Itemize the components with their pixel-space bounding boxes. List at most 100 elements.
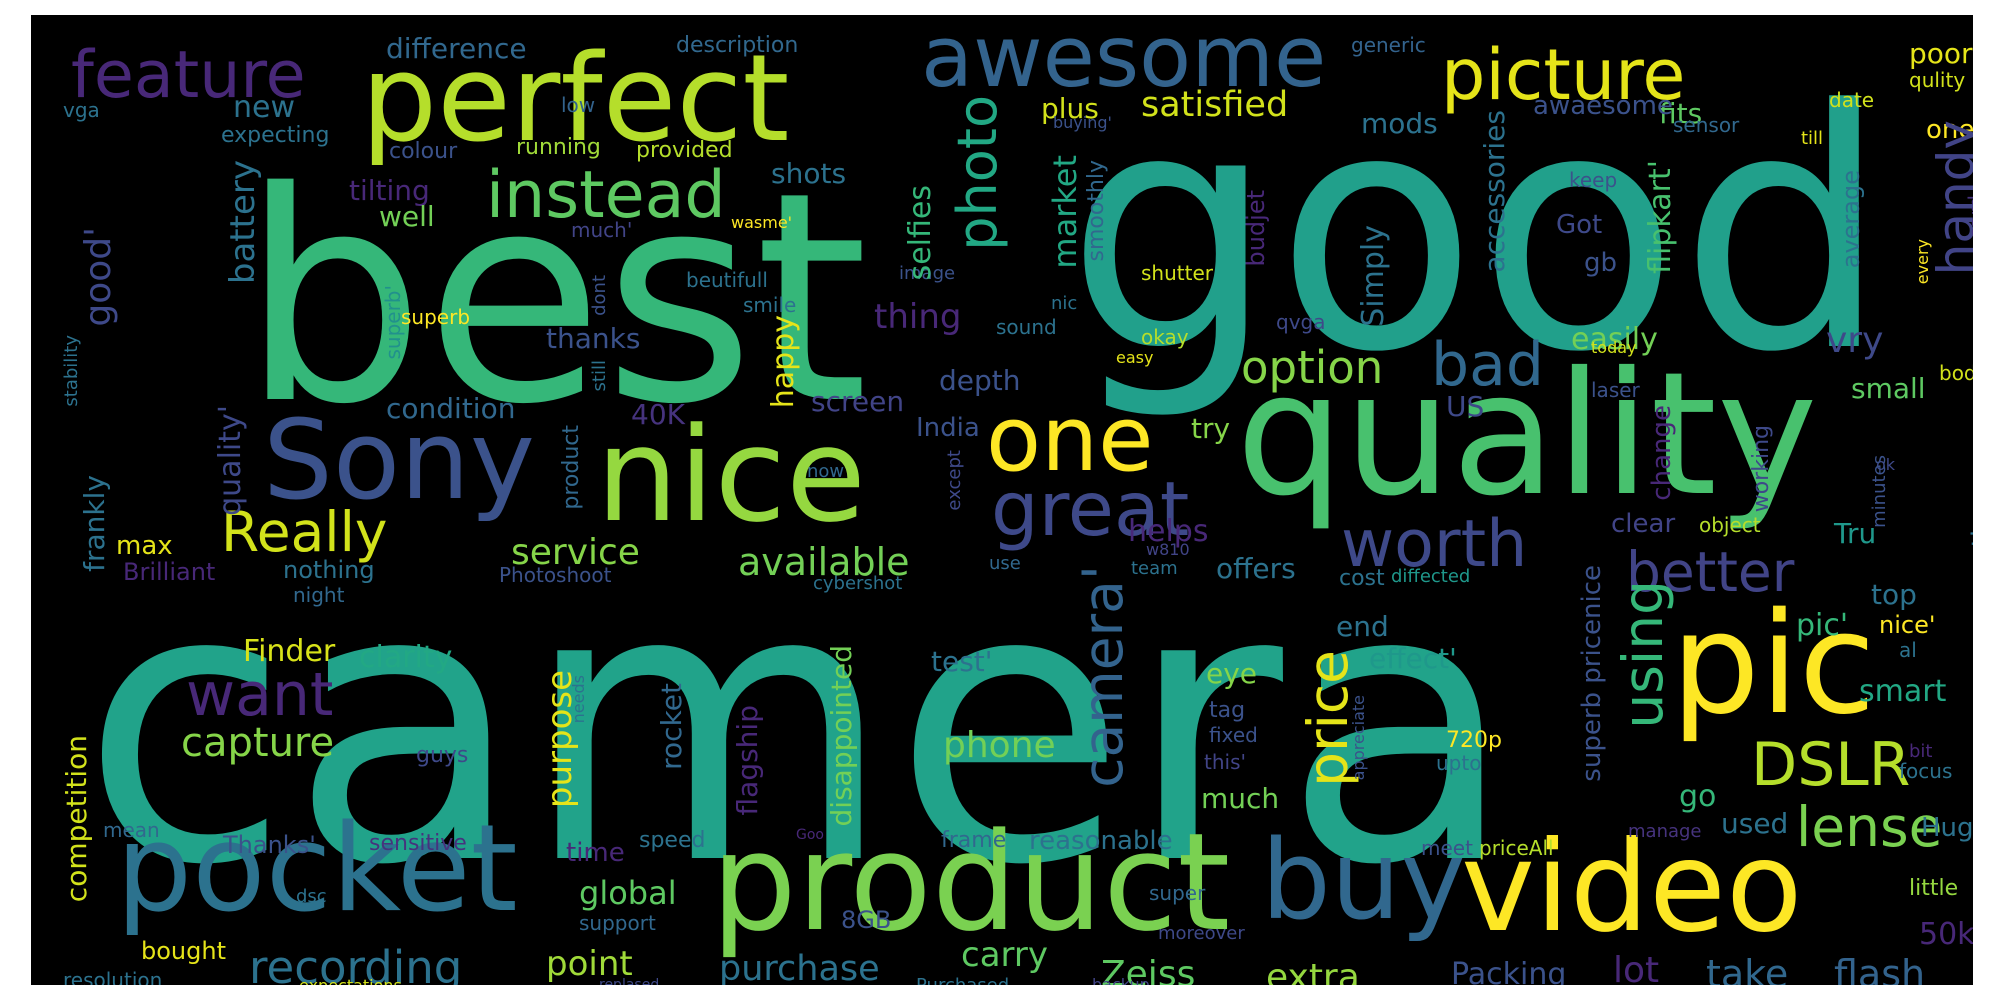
cloud-word: lot bbox=[1613, 950, 1660, 986]
cloud-word: card bbox=[1964, 195, 1973, 239]
cloud-word: generic bbox=[1351, 33, 1426, 57]
cloud-word: battery bbox=[223, 160, 263, 285]
cloud-word: Brilliant bbox=[123, 558, 216, 586]
cloud-word: extra bbox=[1266, 957, 1360, 986]
cloud-word: rocket bbox=[655, 683, 688, 770]
cloud-word: bad bbox=[1431, 330, 1544, 400]
cloud-word: poor bbox=[1909, 37, 1973, 70]
cloud-word: backup bbox=[1092, 975, 1150, 986]
cloud-word: try bbox=[1191, 412, 1231, 445]
cloud-word: well bbox=[379, 200, 435, 233]
cloud-word: sensitive bbox=[369, 831, 467, 856]
cloud-word: India bbox=[916, 413, 980, 443]
cloud-word: available bbox=[738, 540, 910, 584]
cloud-word: offers bbox=[1216, 552, 1296, 585]
cloud-word: average bbox=[1837, 170, 1865, 269]
cloud-word: Zeiss bbox=[1101, 954, 1196, 986]
cloud-word: best bbox=[241, 131, 869, 468]
cloud-word: Goo bbox=[796, 827, 824, 843]
cloud-word: phone bbox=[943, 725, 1056, 766]
cloud-word: new bbox=[233, 90, 296, 125]
cloud-word: budjet bbox=[1242, 190, 1270, 267]
cloud-word: take bbox=[1706, 952, 1789, 985]
cloud-word: qvga bbox=[1276, 310, 1326, 334]
cloud-word: shots bbox=[771, 157, 847, 190]
cloud-word: sound bbox=[996, 315, 1057, 339]
cloud-word: keep bbox=[1569, 168, 1618, 192]
cloud-word: using bbox=[1611, 580, 1675, 729]
cloud-word: needs bbox=[569, 675, 588, 724]
cloud-word: change bbox=[1647, 405, 1677, 501]
cloud-word: appreciate bbox=[1349, 695, 1368, 781]
cloud-word: body bbox=[1939, 361, 1973, 385]
cloud-word: pocket bbox=[116, 800, 518, 939]
cloud-word: superb pricenice bbox=[1577, 565, 1607, 782]
cloud-word: minutes bbox=[1869, 455, 1890, 528]
cloud-word: satisfied bbox=[1141, 85, 1289, 125]
cloud-word: object bbox=[1699, 513, 1761, 537]
cloud-word: now bbox=[807, 461, 845, 482]
cloud-word: screen bbox=[811, 385, 905, 418]
cloud-word: helps bbox=[1128, 514, 1209, 549]
cloud-word: expectations bbox=[299, 978, 402, 986]
cloud-word: capture bbox=[181, 720, 335, 766]
cloud-word: accessories bbox=[1478, 110, 1511, 273]
cloud-word: nic bbox=[1051, 293, 1078, 314]
cloud-word: 8GB bbox=[841, 906, 892, 934]
cloud-word: camera' bbox=[1071, 565, 1135, 788]
cloud-word: pic bbox=[1671, 583, 1876, 746]
cloud-word: one bbox=[986, 387, 1154, 492]
cloud-word: buy bbox=[1261, 816, 1466, 944]
cloud-word: bought bbox=[141, 937, 226, 965]
cloud-word: Thanks' bbox=[223, 831, 316, 859]
cloud-word: much' bbox=[571, 218, 633, 242]
cloud-word: focus bbox=[1899, 759, 1953, 783]
cloud-word: Photoshoot bbox=[499, 563, 612, 587]
cloud-word: super bbox=[1149, 881, 1206, 905]
cloud-word: pic' bbox=[1796, 608, 1849, 643]
cloud-word: support bbox=[579, 911, 656, 935]
cloud-word: ok bbox=[1876, 455, 1896, 474]
cloud-word: global bbox=[579, 874, 677, 912]
cloud-word: easily bbox=[1571, 322, 1658, 357]
cloud-word: 40K bbox=[631, 398, 685, 431]
cloud-word: photo bbox=[946, 95, 1009, 251]
cloud-word: effect' bbox=[1369, 642, 1457, 675]
cloud-word: recording bbox=[249, 941, 463, 985]
cloud-word: go bbox=[1679, 779, 1717, 814]
cloud-word: Huge bbox=[1921, 813, 1973, 843]
cloud-word: frame bbox=[941, 828, 1007, 853]
cloud-word: thanks bbox=[546, 322, 641, 355]
cloud-word: depth bbox=[939, 364, 1021, 397]
cloud-word: easy bbox=[1116, 348, 1154, 367]
cloud-word: good' bbox=[78, 227, 119, 327]
cloud-word: vga bbox=[63, 98, 100, 122]
cloud-word: today bbox=[1591, 338, 1637, 357]
cloud-word: competition bbox=[60, 735, 93, 903]
cloud-word: running bbox=[516, 135, 601, 160]
cloud-word: quality' bbox=[213, 405, 248, 516]
cloud-word: feature bbox=[71, 38, 306, 113]
cloud-word: top bbox=[1871, 578, 1917, 611]
cloud-word: product bbox=[711, 804, 1231, 961]
cloud-word: manage bbox=[1628, 821, 1702, 842]
cloud-word: thing bbox=[874, 297, 962, 337]
cloud-word: condition bbox=[386, 392, 516, 425]
cloud-word: this' bbox=[1204, 750, 1246, 774]
cloud-word: team bbox=[1131, 558, 1178, 579]
cloud-word: awaesome bbox=[1533, 91, 1673, 121]
cloud-word: qulity bbox=[1909, 68, 1966, 92]
cloud-word: okay bbox=[1141, 325, 1189, 349]
cloud-word: resolution bbox=[63, 968, 163, 985]
cloud-word: quality bbox=[1236, 336, 1818, 534]
cloud-word: one' bbox=[1926, 115, 1973, 145]
cloud-word: superb bbox=[401, 305, 471, 329]
cloud-word: diffected bbox=[1391, 566, 1471, 587]
cloud-word: sometimes bbox=[1967, 475, 1973, 619]
cloud-word: 720p bbox=[1446, 728, 1502, 753]
cloud-word: selfies bbox=[903, 185, 938, 281]
cloud-word: clarity bbox=[359, 640, 453, 675]
cloud-word: frankly bbox=[78, 475, 111, 572]
cloud-word: dsc bbox=[296, 886, 327, 907]
cloud-word: instead bbox=[486, 158, 726, 233]
